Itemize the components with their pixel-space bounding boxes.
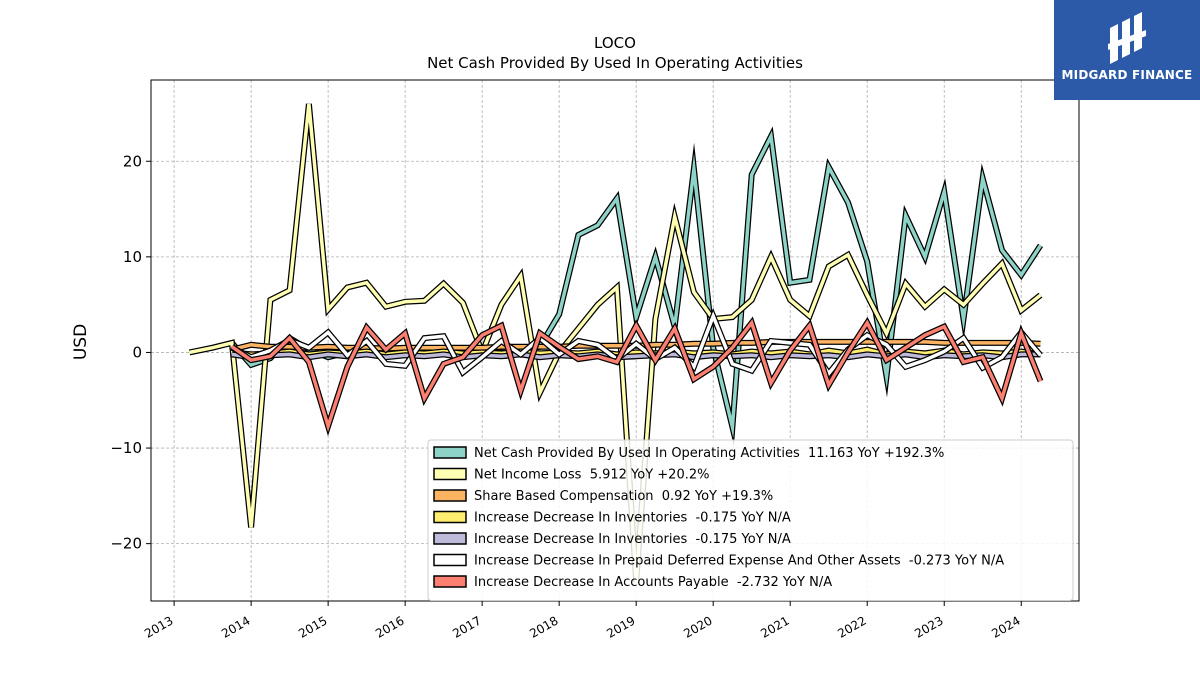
x-tick-label: 2020 — [681, 613, 714, 640]
series-4 — [231, 351, 1041, 361]
legend-swatch — [433, 532, 467, 545]
x-tick-label: 2024 — [989, 613, 1022, 640]
series-group — [188, 103, 1044, 583]
x-tick-label: 2016 — [373, 613, 406, 640]
legend-entry: Increase Decrease In Prepaid Deferred Ex… — [474, 554, 1004, 569]
chart-title: LOCO — [594, 34, 636, 52]
y-axis-label: USD — [71, 324, 91, 360]
x-tick-label: 2014 — [219, 613, 252, 640]
legend-entry: Net Cash Provided By Used In Operating A… — [474, 446, 944, 461]
series-line — [230, 319, 1043, 432]
legend: Net Cash Provided By Used In Operating A… — [427, 439, 1074, 601]
legend-entry: Share Based Compensation 0.92 YoY +19.3% — [474, 489, 773, 504]
legend-entry: Increase Decrease In Inventories -0.175 … — [474, 511, 791, 526]
y-tick-label: −10 — [110, 439, 142, 457]
series-5 — [230, 307, 1043, 379]
legend-box — [427, 439, 1074, 601]
series-line — [231, 352, 1041, 359]
series-line — [231, 311, 1042, 377]
x-tick-label: 2019 — [604, 613, 637, 640]
legend-entry: Net Income Loss 5.912 YoY +20.2% — [474, 468, 709, 483]
midgard-logo-icon — [1108, 12, 1146, 64]
legend-entry: Increase Decrease In Accounts Payable -2… — [474, 575, 832, 590]
x-ticks: 2013 2014 2015 2016 2017 2018 2019 2020 2021 2022… — [142, 601, 1023, 641]
y-tick-label: 0 — [132, 343, 142, 361]
legend-swatch — [433, 446, 467, 459]
legend-swatch — [433, 510, 467, 524]
brand-name: MIDGARD FINANCE — [1061, 68, 1193, 82]
y-tick-label: 20 — [123, 152, 142, 170]
legend-swatch — [433, 575, 467, 588]
legend-swatch — [433, 467, 467, 481]
x-tick-label: 2023 — [912, 613, 945, 640]
legend-swatch — [433, 489, 467, 502]
x-tick-label: 2021 — [758, 613, 791, 640]
x-tick-label: 2017 — [450, 613, 483, 640]
chart-subtitle: Net Cash Provided By Used In Operating A… — [427, 54, 803, 72]
brand-logo: MIDGARD FINANCE — [1054, 0, 1200, 100]
series-line — [189, 103, 1042, 583]
legend-entry: Increase Decrease In Inventories -0.175 … — [474, 532, 791, 547]
series-6 — [230, 316, 1044, 437]
legend-swatch — [433, 553, 467, 567]
y-ticks: −20 −10 0 10 20 — [110, 152, 151, 553]
x-tick-label: 2022 — [835, 613, 868, 640]
y-tick-label: −20 — [110, 535, 142, 553]
series-1 — [188, 103, 1043, 583]
x-tick-label: 2018 — [527, 613, 560, 640]
y-tick-label: 10 — [123, 248, 142, 266]
x-tick-label: 2013 — [142, 613, 175, 640]
x-tick-label: 2015 — [296, 613, 329, 640]
